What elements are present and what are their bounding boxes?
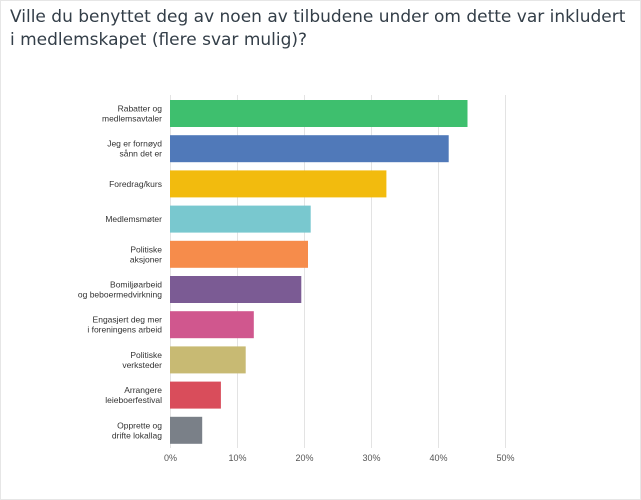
x-tick-label: 50%: [496, 453, 514, 463]
category-label: Medlemsmøter: [105, 214, 162, 224]
x-tick-label: 10%: [228, 453, 246, 463]
category-label-line: og beboermedvirkning: [78, 290, 162, 300]
bar[interactable]: [170, 240, 308, 268]
category-label: Politiske verksteder: [122, 350, 162, 370]
category-label-line: medlemsavtaler: [102, 114, 162, 124]
bar[interactable]: [170, 170, 387, 198]
category-label-line: verksteder: [122, 360, 162, 370]
x-tick-label: 30%: [362, 453, 380, 463]
bar[interactable]: [170, 346, 246, 374]
category-label-line: Foredrag/kurs: [109, 179, 162, 189]
x-axis-tick-labels: 0% 10% 20% 30% 40% 50%: [164, 453, 515, 463]
bar[interactable]: [170, 381, 221, 409]
category-label-line: sånn det er: [119, 149, 162, 159]
x-tick-label: 40%: [429, 453, 447, 463]
bar[interactable]: [170, 416, 203, 444]
category-label: Bomiljøarbeid og beboermedvirkning: [78, 280, 162, 300]
category-label: Rabatter og medlemsavtaler: [102, 104, 162, 124]
bar[interactable]: [170, 205, 311, 233]
bar[interactable]: [170, 311, 254, 339]
category-label: Politiske aksjoner: [130, 244, 162, 264]
bars: [170, 100, 468, 444]
category-label-line: aksjoner: [130, 254, 162, 264]
x-tick-label: 20%: [295, 453, 313, 463]
category-label-line: Rabatter og: [118, 104, 163, 114]
bar[interactable]: [170, 100, 468, 127]
category-label: Foredrag/kurs: [109, 179, 162, 189]
category-labels: Rabatter og medlemsavtaler Jeg er fornøyd s…: [78, 104, 162, 441]
category-label-line: Politiske: [130, 244, 162, 254]
question-title: Ville du benyttet deg av noen av tilbude…: [10, 7, 626, 50]
category-label-line: Engasjert deg mer: [93, 315, 163, 325]
category-label-line: Opprette og: [117, 420, 162, 430]
category-label: Jeg er fornøyd sånn det er: [107, 139, 162, 159]
x-tick-label: 0%: [164, 453, 177, 463]
category-label-line: Jeg er fornøyd: [107, 139, 162, 149]
category-label-line: i foreningens arbeid: [87, 325, 162, 335]
bar[interactable]: [170, 135, 449, 163]
category-label: Opprette og drifte lokallag: [112, 420, 162, 440]
category-label: Engasjert deg mer i foreningens arbeid: [87, 315, 162, 335]
category-label-line: Politiske: [130, 350, 162, 360]
category-label-line: Bomiljøarbeid: [110, 280, 162, 290]
category-label-line: drifte lokallag: [112, 430, 162, 440]
category-label-line: leieboerfestival: [105, 395, 162, 405]
category-label-line: Arrangere: [124, 385, 162, 395]
category-label: Arrangere leieboerfestival: [105, 385, 162, 405]
bar[interactable]: [170, 276, 302, 303]
category-label-line: Medlemsmøter: [105, 214, 162, 224]
